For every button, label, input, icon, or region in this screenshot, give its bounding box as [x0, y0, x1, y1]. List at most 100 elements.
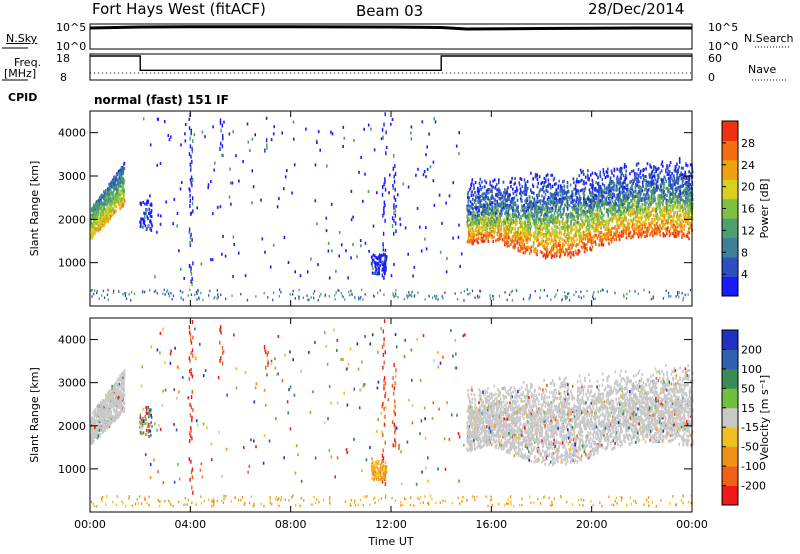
- power-cell: [530, 245, 532, 249]
- power-cell: [110, 203, 113, 206]
- power-cell: [665, 219, 668, 223]
- power-cell: [422, 173, 425, 177]
- power-cell: [385, 266, 387, 269]
- power-cell: [587, 195, 590, 199]
- power-cell: [668, 295, 670, 298]
- power-cell: [495, 193, 497, 197]
- power-cell: [116, 172, 119, 175]
- power-cell: [642, 182, 644, 186]
- power-cell: [553, 254, 556, 258]
- power-cell: [390, 274, 393, 278]
- power-cell: [649, 163, 651, 167]
- power-cell: [678, 214, 681, 218]
- power-cell: [687, 177, 689, 181]
- power-cell: [488, 188, 491, 191]
- power-cell: [224, 254, 227, 258]
- power-cell: [207, 186, 209, 190]
- power-cell: [661, 200, 664, 204]
- power-cell: [565, 295, 567, 299]
- power-cell: [614, 291, 616, 295]
- power-cell: [189, 235, 192, 240]
- power-cell: [667, 291, 670, 295]
- power-cell: [91, 289, 93, 292]
- power-cell: [103, 216, 105, 220]
- power-cell: [121, 203, 123, 207]
- power-cell: [491, 185, 494, 189]
- power-cell: [112, 180, 115, 184]
- power-cell: [388, 191, 390, 195]
- power-cell: [348, 290, 350, 294]
- power-cell: [189, 113, 191, 118]
- power-cell: [540, 288, 542, 292]
- power-cell: [594, 240, 596, 244]
- power-cell: [99, 209, 102, 213]
- power-cell: [390, 122, 392, 126]
- power-cell: [655, 202, 657, 206]
- power-cell: [393, 179, 396, 184]
- power-cell: [374, 254, 376, 258]
- power-cell: [678, 291, 680, 294]
- power-cell: [526, 241, 528, 245]
- power-cell: [551, 206, 554, 210]
- power-cell: [167, 134, 170, 137]
- power-cell: [93, 227, 95, 231]
- power-cell: [473, 183, 475, 187]
- power-cell: [553, 239, 555, 243]
- power-cell: [630, 199, 633, 203]
- power-cell: [662, 207, 665, 211]
- power-cell: [505, 209, 507, 213]
- power-cell: [410, 125, 413, 129]
- power-cell: [302, 296, 304, 299]
- power-cell: [310, 257, 312, 261]
- power-cell: [272, 298, 274, 302]
- freq-label: Freq.: [14, 56, 42, 69]
- cpid-label: CPID: [8, 91, 38, 104]
- power-cell: [417, 167, 419, 171]
- power-cell: [615, 210, 618, 214]
- power-cell: [107, 210, 110, 214]
- power-cell: [393, 153, 395, 158]
- power-cell: [489, 200, 491, 204]
- power-cell: [364, 293, 366, 296]
- power-cell: [604, 234, 606, 238]
- power-cell: [639, 208, 642, 212]
- power-cell: [510, 290, 512, 294]
- power-cell: [652, 213, 655, 217]
- power-cell: [578, 192, 580, 196]
- power-cell: [685, 205, 687, 209]
- power-cell: [674, 225, 677, 229]
- power-cell: [476, 210, 478, 214]
- power-cell: [559, 251, 562, 255]
- power-cell: [471, 178, 474, 182]
- power-cell: [542, 222, 544, 226]
- power-cell: [688, 231, 691, 235]
- power-cell: [682, 206, 685, 210]
- power-cell: [413, 295, 415, 298]
- power-cell: [516, 222, 518, 226]
- power-cell: [402, 182, 405, 186]
- power-cell: [517, 237, 519, 241]
- power-cell: [493, 231, 496, 235]
- power-cell: [521, 185, 524, 189]
- power-cell: [563, 291, 566, 294]
- power-cell: [508, 244, 510, 248]
- power-cell: [549, 202, 552, 206]
- power-cell: [616, 167, 618, 171]
- power-cell: [191, 159, 193, 164]
- power-cell: [107, 217, 110, 221]
- power-cell: [190, 175, 193, 180]
- power-cell: [601, 177, 604, 181]
- power-cell: [100, 204, 102, 208]
- power-cell: [190, 131, 192, 136]
- power-cell: [359, 239, 362, 242]
- power-cell: [383, 211, 385, 215]
- power-cell: [516, 207, 519, 211]
- power-cell: [294, 297, 296, 300]
- power-cell: [118, 190, 121, 194]
- power-cell: [555, 244, 557, 248]
- frequency-frame: [89, 53, 693, 81]
- power-cell: [121, 176, 124, 180]
- power-cell: [267, 296, 269, 299]
- power-cell: [189, 188, 191, 193]
- power-cell: [574, 184, 577, 188]
